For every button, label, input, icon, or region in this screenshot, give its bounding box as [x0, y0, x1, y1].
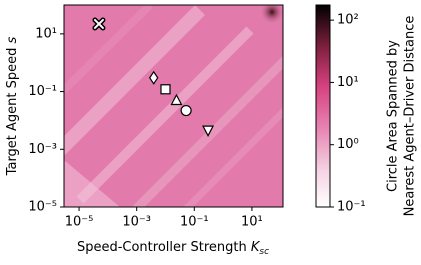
colorbar-tick-label: 10⁻¹ [337, 200, 366, 215]
x-tick-label: 10¹ [241, 215, 263, 230]
marker [170, 93, 183, 106]
y-label-symbol: s [5, 36, 20, 43]
marker [160, 84, 171, 95]
colorbar-tick-label: 10² [337, 13, 359, 28]
marker-inner [93, 18, 104, 29]
marker [180, 104, 192, 117]
colorbar [315, 4, 331, 208]
colorbar-tick-label: 10¹ [337, 75, 359, 90]
y-tick-label: 10⁻¹ [28, 84, 57, 99]
colorbar-tick-label: 10⁰ [337, 137, 359, 152]
x-label-subscript: sc [259, 247, 269, 257]
x-tick-label: 10⁻⁵ [65, 215, 94, 230]
x-label-text: Speed-Controller Strength [77, 240, 247, 255]
x-tick-label: 10⁻¹ [180, 215, 209, 230]
y-label-text: Target Agent Speed [5, 48, 20, 177]
marker [148, 70, 159, 85]
y-tick-label: 10⁻³ [28, 142, 57, 157]
plot-frame [63, 4, 284, 208]
marker [202, 125, 215, 137]
x-tick-label: 10⁻³ [122, 215, 151, 230]
y-tick-label: 10⁻⁵ [28, 200, 57, 215]
y-axis-label: Target Agent Speed s [5, 36, 20, 176]
heatmap [64, 5, 283, 207]
x-label-symbol: K [251, 240, 261, 255]
x-axis-label: Speed-Controller Strength Ksc [77, 240, 269, 257]
colorbar-label: Circle Area Spanned by [386, 40, 401, 192]
y-tick-label: 10¹ [35, 26, 57, 41]
colorbar-label: Nearest Agent–Driver Distance [403, 16, 418, 217]
